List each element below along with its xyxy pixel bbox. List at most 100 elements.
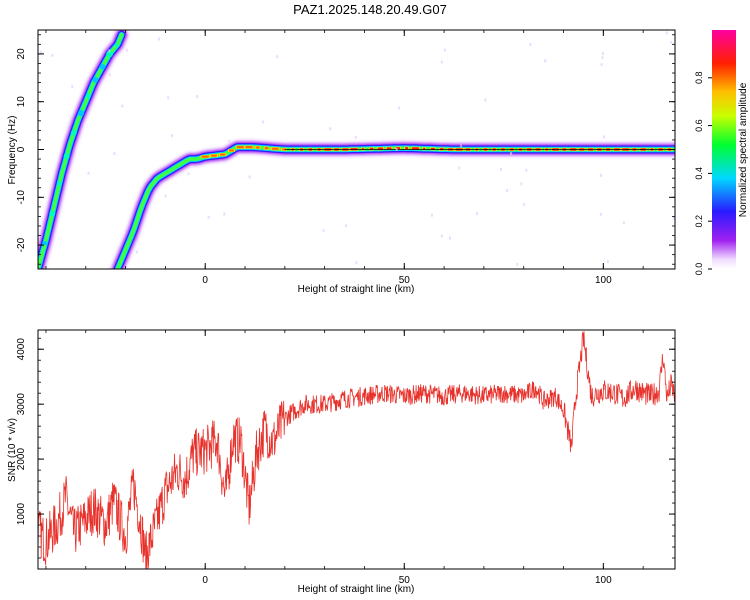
spectrogram-noise xyxy=(276,55,279,59)
spectrogram-noise xyxy=(599,212,602,216)
colorbar-ticks: 0.0 0.2 0.4 0.6 0.8 xyxy=(694,72,712,276)
snr-frame xyxy=(37,329,676,570)
spectrogram-noise xyxy=(171,134,174,138)
spectrogram-panel: 0 50 100 -20 -10 0 10 20 Height of straight lin… xyxy=(7,29,676,295)
ridge-core xyxy=(245,146,253,149)
spectrogram-noise xyxy=(440,60,443,64)
spectrogram-noise xyxy=(449,236,452,240)
ridge-core xyxy=(219,153,226,156)
spectrogram-noise xyxy=(187,172,190,176)
spectrogram-noise xyxy=(475,212,478,216)
spectrogram-noise xyxy=(672,216,675,220)
spectrogram-xtick-label: 100 xyxy=(595,275,612,286)
ridge-core xyxy=(405,147,409,150)
spectrogram-noise xyxy=(196,95,199,99)
spectrogram-noise xyxy=(108,49,111,53)
spectrogram-noise xyxy=(87,171,90,175)
colorbar-tick-label: 0.6 xyxy=(694,119,704,132)
ridge-core xyxy=(201,155,209,158)
spectrogram-noise xyxy=(121,104,124,108)
ridge-core xyxy=(271,147,279,150)
spectrogram-noise xyxy=(520,182,523,186)
spectrogram-noise xyxy=(484,98,487,102)
spectrogram-noise xyxy=(525,168,528,172)
spectrogram-noise xyxy=(39,50,42,54)
spectrogram-noise xyxy=(622,221,625,225)
spectrogram-xlabel: Height of straight line (km) xyxy=(298,284,415,295)
spectrogram-noise xyxy=(522,203,525,207)
spectrogram-noise xyxy=(601,52,604,56)
spectrogram-noise xyxy=(516,262,519,266)
spectrogram-noise xyxy=(499,167,502,171)
spectrogram-noise xyxy=(606,260,609,264)
spectrogram-noise xyxy=(157,37,160,41)
spectrogram-noise xyxy=(670,40,673,44)
ridge-core xyxy=(282,148,287,151)
spectrogram-noise xyxy=(108,73,111,77)
spectrogram-noise xyxy=(599,173,602,177)
spectrogram-noise xyxy=(440,234,443,238)
spectrogram-noise xyxy=(125,48,128,52)
ridge-core xyxy=(264,147,269,150)
spectrogram-noise xyxy=(395,147,398,151)
snr-ylabel: SNR (10 * v/v) xyxy=(7,418,18,482)
ridge-blob xyxy=(85,93,91,99)
colorbar-tick-label: 0.0 xyxy=(694,263,704,276)
spectrogram-xtick-label: 50 xyxy=(399,275,411,286)
spectrogram-noise xyxy=(601,56,604,60)
ridge-core xyxy=(386,147,392,150)
spectrogram-noise xyxy=(167,96,170,100)
colorbar-label: Normalized spectral amplitude xyxy=(738,82,749,217)
snr-xtick-label: 50 xyxy=(399,575,411,586)
ridge-blob xyxy=(49,210,56,217)
snr-ytick-label: 2000 xyxy=(16,448,27,471)
ridge-blob xyxy=(70,129,77,136)
ridge-blob xyxy=(77,110,85,117)
ridge-blob xyxy=(57,181,62,186)
spectrogram-noise xyxy=(506,188,509,192)
colorbar-tick-label: 0.4 xyxy=(694,167,704,180)
snr-plot-area xyxy=(38,330,675,569)
spectrogram-noise xyxy=(51,53,54,57)
spectrogram-noise xyxy=(529,42,532,46)
ridge-core xyxy=(228,149,235,152)
snr-ytick-label: 4000 xyxy=(16,338,27,361)
spectrogram-noise xyxy=(544,59,547,63)
snr-xtick-label: 100 xyxy=(595,575,612,586)
spectrogram-noise xyxy=(207,215,210,219)
spectrogram-ytick-label: -10 xyxy=(16,190,27,205)
spectrogram-ytick-label: 10 xyxy=(16,96,27,108)
ridge-core xyxy=(210,154,218,157)
spectrogram-noise xyxy=(261,120,264,124)
colorbar: 0.0 0.2 0.4 0.6 0.8 Normalized spectral ampl… xyxy=(694,30,749,275)
spectrogram-noise xyxy=(354,135,357,139)
spectrogram-ylabel: Frequency (Hz) xyxy=(7,116,18,185)
spectrogram-ytick-label: -20 xyxy=(16,237,27,252)
spectrogram-xtick-label: 0 xyxy=(202,275,208,286)
spectrogram-noise xyxy=(398,106,401,110)
figure-title: PAZ1.2025.148.20.49.G07 xyxy=(293,2,447,17)
snr-ticks: 0 50 100 1000 2000 3000 4000 xyxy=(16,330,675,586)
spectrogram-noise xyxy=(44,209,47,213)
ridge-blob xyxy=(99,63,106,70)
spectrogram-noise xyxy=(600,63,603,67)
snr-xlabel: Height of straight line (km) xyxy=(298,584,415,595)
spectrogram-noise xyxy=(345,224,348,228)
spectrogram-noise xyxy=(248,175,251,179)
snr-panel: 0 50 100 1000 2000 3000 4000 Height of straigh… xyxy=(7,329,676,595)
ridge-core xyxy=(255,146,260,149)
colorbar-tick-label: 0.2 xyxy=(694,215,704,228)
spectrogram-noise xyxy=(443,48,446,52)
spectrogram-noise xyxy=(603,135,606,139)
ridge-blob xyxy=(106,50,114,58)
colorbar-tick-label: 0.8 xyxy=(694,72,704,85)
ridge-blob xyxy=(63,153,70,160)
snr-ytick-label: 3000 xyxy=(16,393,27,416)
spectrogram-noise xyxy=(164,194,167,198)
snr-series-line xyxy=(38,331,675,569)
spectrogram-ytick-label: 0 xyxy=(16,146,27,152)
spectrogram-noise xyxy=(510,152,513,156)
spectrogram-noise xyxy=(135,250,138,254)
snr-ytick-label: 1000 xyxy=(16,502,27,525)
